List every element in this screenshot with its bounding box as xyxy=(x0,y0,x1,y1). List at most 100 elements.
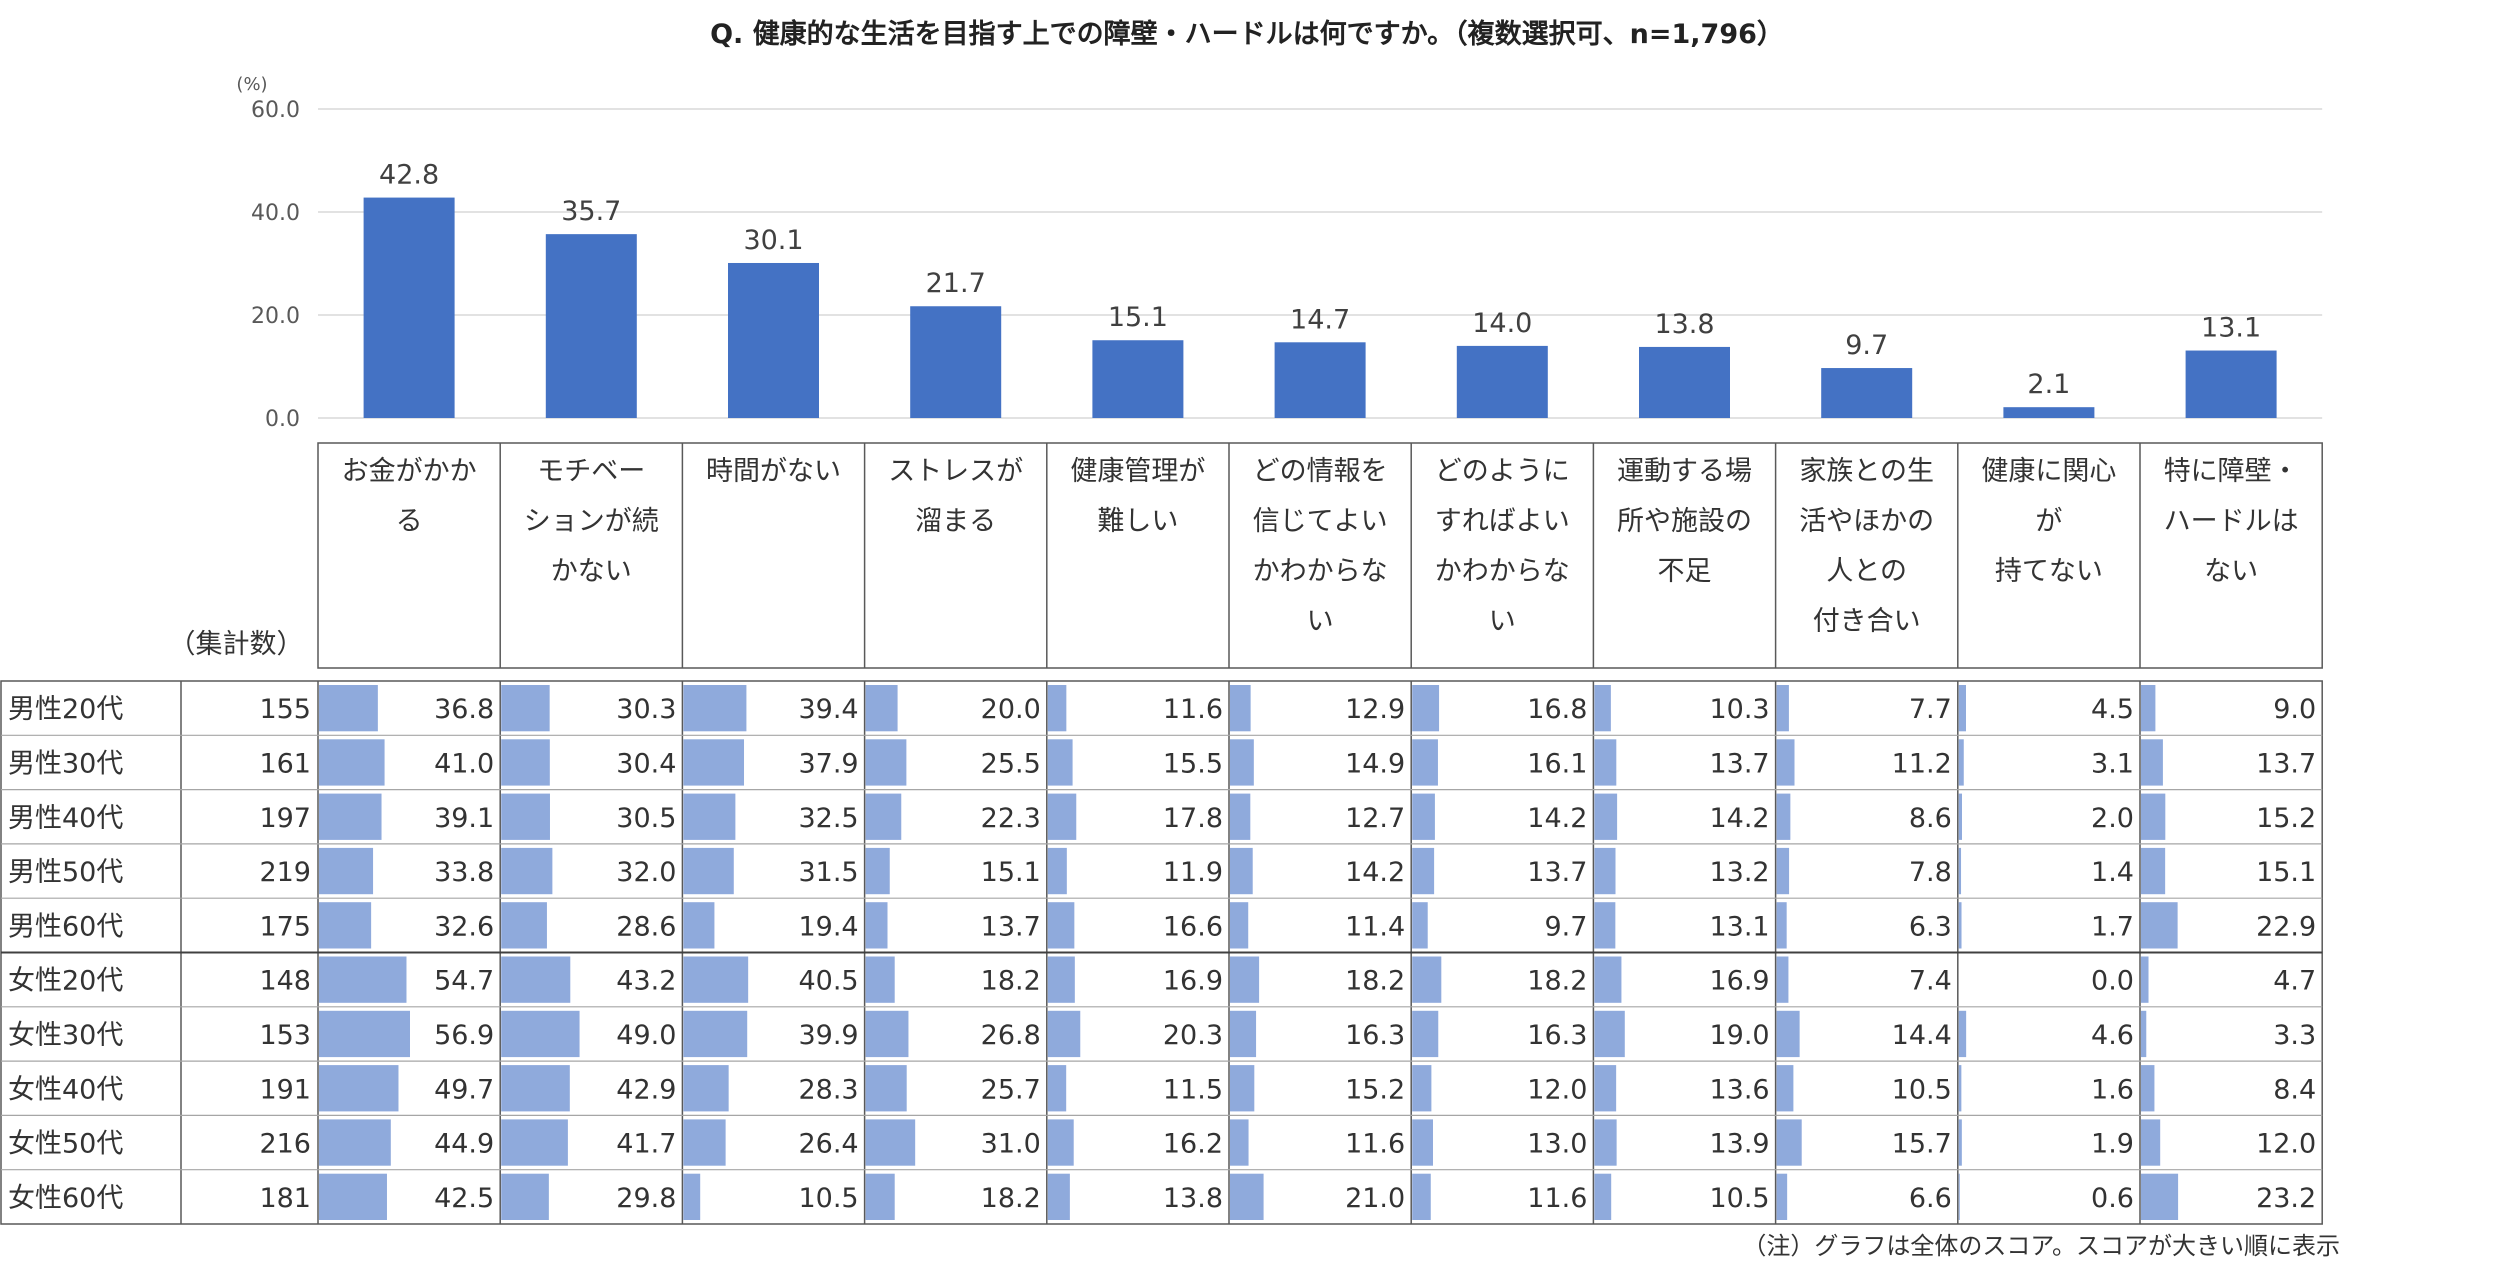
cell-value: 25.7 xyxy=(981,1074,1041,1105)
cell-data-bar xyxy=(1230,902,1249,949)
cell-data-bar xyxy=(501,956,571,1003)
cell-value: 56.9 xyxy=(434,1020,494,1051)
footnote: （注）グラフは全体のスコア。スコアが大きい順に表示 xyxy=(1742,1232,2340,1260)
cell-data-bar xyxy=(1594,739,1617,786)
cell-value: 8.4 xyxy=(2273,1074,2316,1105)
category-label: 付き合い xyxy=(1813,606,1921,637)
cell-data-bar xyxy=(1412,793,1435,840)
cell-value: 10.5 xyxy=(1709,1183,1769,1214)
cell-value: 11.4 xyxy=(1345,911,1405,942)
cell-value: 15.7 xyxy=(1892,1129,1952,1160)
cell-data-bar xyxy=(2141,685,2156,732)
cell-data-bar xyxy=(1594,1173,1612,1220)
cell-value: 28.6 xyxy=(616,911,676,942)
cell-data-bar xyxy=(319,1010,410,1058)
cell-data-bar xyxy=(2141,1065,2155,1112)
row-label: 男性20代 xyxy=(8,694,123,725)
cell-data-bar xyxy=(1230,739,1254,786)
cell-data-bar xyxy=(683,685,747,732)
cell-data-bar xyxy=(1958,1065,1962,1112)
cell-data-bar xyxy=(1412,902,1428,949)
cell-value: 28.3 xyxy=(798,1074,858,1105)
bar-value-label: 13.1 xyxy=(2201,313,2261,344)
cell-value: 31.0 xyxy=(981,1129,1041,1160)
cell-data-bar xyxy=(2141,956,2149,1003)
category-label: 信じてよい xyxy=(1253,506,1388,537)
bar-value-label: 9.7 xyxy=(1845,330,1888,361)
cell-value: 3.3 xyxy=(2273,1020,2316,1051)
category-label: る xyxy=(396,506,423,537)
cell-data-bar xyxy=(2141,1119,2161,1166)
cell-data-bar xyxy=(319,793,382,840)
cell-value: 11.6 xyxy=(1345,1129,1405,1160)
category-label: 持てない xyxy=(1995,556,2103,587)
cell-value: 41.0 xyxy=(434,748,494,779)
bar xyxy=(2003,407,2095,418)
cell-data-bar xyxy=(865,1119,916,1166)
cell-data-bar xyxy=(1412,1065,1432,1112)
cell-data-bar xyxy=(683,1010,748,1058)
cell-data-bar xyxy=(1776,1065,1794,1112)
cell-value: 32.5 xyxy=(798,803,858,834)
cell-value: 1.9 xyxy=(2091,1129,2134,1160)
cell-value: 6.3 xyxy=(1909,911,1952,942)
category-label: い xyxy=(1307,606,1334,637)
cell-data-bar xyxy=(1776,739,1795,786)
cell-value: 11.5 xyxy=(1163,1074,1223,1105)
bar-value-label: 30.1 xyxy=(743,225,803,256)
cell-value: 25.5 xyxy=(981,748,1041,779)
cell-data-bar xyxy=(1412,1173,1431,1220)
cell-data-bar xyxy=(319,1065,399,1112)
cell-value: 20.3 xyxy=(1163,1020,1223,1051)
cell-data-bar xyxy=(319,902,372,949)
cell-value: 1.7 xyxy=(2091,911,2134,942)
cell-data-bar xyxy=(683,902,715,949)
bar-value-label: 42.8 xyxy=(379,160,439,191)
category-label: 溜まる xyxy=(915,506,996,537)
category-label: ハードルは xyxy=(2164,506,2299,537)
cell-data-bar xyxy=(1047,1173,1070,1220)
category-label: かない xyxy=(551,556,632,587)
cell-data-bar xyxy=(683,739,745,786)
cell-value: 16.2 xyxy=(1163,1129,1223,1160)
cell-value: 16.9 xyxy=(1163,966,1223,997)
row-label: 女性50代 xyxy=(8,1129,123,1160)
cell-data-bar xyxy=(683,793,736,840)
cell-value: 4.5 xyxy=(2091,694,2134,725)
breakdown-table: 男性20代 155 36.8 30.3 39.4 20.0 11.6 12.9 16.8 10.3… xyxy=(0,680,2323,1225)
cell-value: 39.9 xyxy=(798,1020,858,1051)
bar xyxy=(545,234,637,418)
bar-value-label: 35.7 xyxy=(561,196,621,227)
cell-data-bar xyxy=(1776,902,1787,949)
cell-value: 18.2 xyxy=(1527,966,1587,997)
category-label: ションが続 xyxy=(524,506,659,537)
bar xyxy=(1274,342,1366,418)
cell-value: 7.4 xyxy=(1909,966,1952,997)
cell-value: 9.7 xyxy=(1544,911,1587,942)
bar xyxy=(1092,340,1184,418)
row-label: 男性60代 xyxy=(8,911,123,942)
gridlines xyxy=(318,108,2323,419)
cell-value: 11.9 xyxy=(1163,857,1223,888)
cell-value: 13.6 xyxy=(1709,1074,1769,1105)
y-tick-label: 40.0 xyxy=(251,201,300,226)
cell-data-bar xyxy=(1230,847,1253,895)
category-label: い xyxy=(1489,606,1516,637)
row-count: 216 xyxy=(259,1129,311,1160)
cell-data-bar xyxy=(683,1173,701,1220)
cell-data-bar xyxy=(2141,739,2163,786)
row-count: 148 xyxy=(259,966,311,997)
category-label: が xyxy=(2035,506,2062,537)
cell-value: 30.3 xyxy=(616,694,676,725)
cell-data-bar xyxy=(1412,739,1438,786)
cell-value: 14.2 xyxy=(1345,857,1405,888)
cell-value: 16.8 xyxy=(1527,694,1587,725)
cell-value: 22.3 xyxy=(981,803,1041,834)
cell-value: 20.0 xyxy=(981,694,1041,725)
cell-value: 31.5 xyxy=(798,857,858,888)
cell-data-bar xyxy=(683,1065,729,1112)
cell-value: 14.2 xyxy=(1527,803,1587,834)
cell-value: 42.9 xyxy=(616,1074,676,1105)
cell-value: 12.0 xyxy=(2256,1129,2316,1160)
